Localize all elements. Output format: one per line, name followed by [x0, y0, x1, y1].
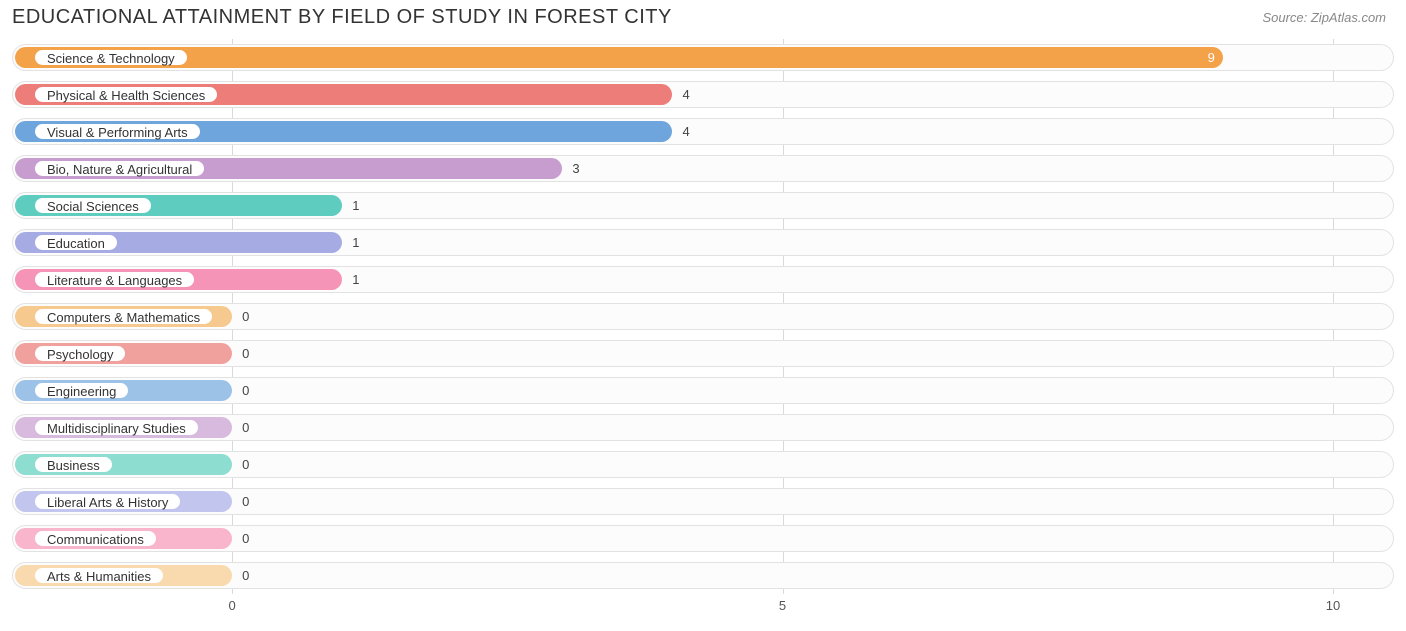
bar-row: Visual & Performing Arts 4	[12, 115, 1394, 148]
bar-row: Business 0	[12, 448, 1394, 481]
category-pill: Science & Technology	[34, 49, 188, 66]
chart-header: EDUCATIONAL ATTAINMENT BY FIELD OF STUDY…	[0, 0, 1406, 39]
category-pill: Social Sciences	[34, 197, 152, 214]
bar-value-label: 4	[682, 115, 689, 148]
bar-row: Social Sciences 1	[12, 189, 1394, 222]
category-pill: Literature & Languages	[34, 271, 195, 288]
category-pill: Bio, Nature & Agricultural	[34, 160, 205, 177]
x-axis: 0 5 10	[12, 594, 1394, 618]
bar-row: Education 1	[12, 226, 1394, 259]
category-pill: Education	[34, 234, 118, 251]
bar-row: Bio, Nature & Agricultural 3	[12, 152, 1394, 185]
category-pill: Liberal Arts & History	[34, 493, 181, 510]
chart-source: Source: ZipAtlas.com	[1262, 10, 1386, 25]
category-pill: Visual & Performing Arts	[34, 123, 201, 140]
bar-row: Arts & Humanities 0	[12, 559, 1394, 592]
bar-fill	[15, 47, 1223, 68]
bar-row: Engineering 0	[12, 374, 1394, 407]
bar-row: Multidisciplinary Studies 0	[12, 411, 1394, 444]
bar-row: Computers & Mathematics 0	[12, 300, 1394, 333]
x-tick: 0	[229, 598, 236, 613]
chart-plot-area: Science & Technology 9 Physical & Health S…	[12, 39, 1394, 594]
bar-value-label: 0	[242, 559, 249, 592]
x-tick: 10	[1326, 598, 1340, 613]
bar-value-label: 1	[352, 189, 359, 222]
bar-value-label: 3	[572, 152, 579, 185]
bar-row: Physical & Health Sciences 4	[12, 78, 1394, 111]
category-pill: Communications	[34, 530, 157, 547]
bar-value-label: 0	[242, 374, 249, 407]
bar-row: Liberal Arts & History 0	[12, 485, 1394, 518]
chart-title: EDUCATIONAL ATTAINMENT BY FIELD OF STUDY…	[12, 6, 672, 29]
category-pill: Psychology	[34, 345, 126, 362]
bar-value-label: 1	[352, 226, 359, 259]
bar-value-label: 4	[682, 78, 689, 111]
bar-row: Literature & Languages 1	[12, 263, 1394, 296]
bar-value-label: 9	[1208, 41, 1215, 74]
category-pill: Multidisciplinary Studies	[34, 419, 199, 436]
bar-value-label: 0	[242, 411, 249, 444]
bar-row: Psychology 0	[12, 337, 1394, 370]
bar-value-label: 0	[242, 300, 249, 333]
bar-value-label: 1	[352, 263, 359, 296]
bar-value-label: 0	[242, 448, 249, 481]
bar-value-label: 0	[242, 522, 249, 555]
category-pill: Engineering	[34, 382, 129, 399]
category-pill: Physical & Health Sciences	[34, 86, 218, 103]
category-pill: Business	[34, 456, 113, 473]
bars-container: Science & Technology 9 Physical & Health S…	[12, 39, 1394, 592]
bar-value-label: 0	[242, 485, 249, 518]
bar-value-label: 0	[242, 337, 249, 370]
bar-row: Communications 0	[12, 522, 1394, 555]
category-pill: Computers & Mathematics	[34, 308, 213, 325]
bar-row: Science & Technology 9	[12, 41, 1394, 74]
x-tick: 5	[779, 598, 786, 613]
category-pill: Arts & Humanities	[34, 567, 164, 584]
